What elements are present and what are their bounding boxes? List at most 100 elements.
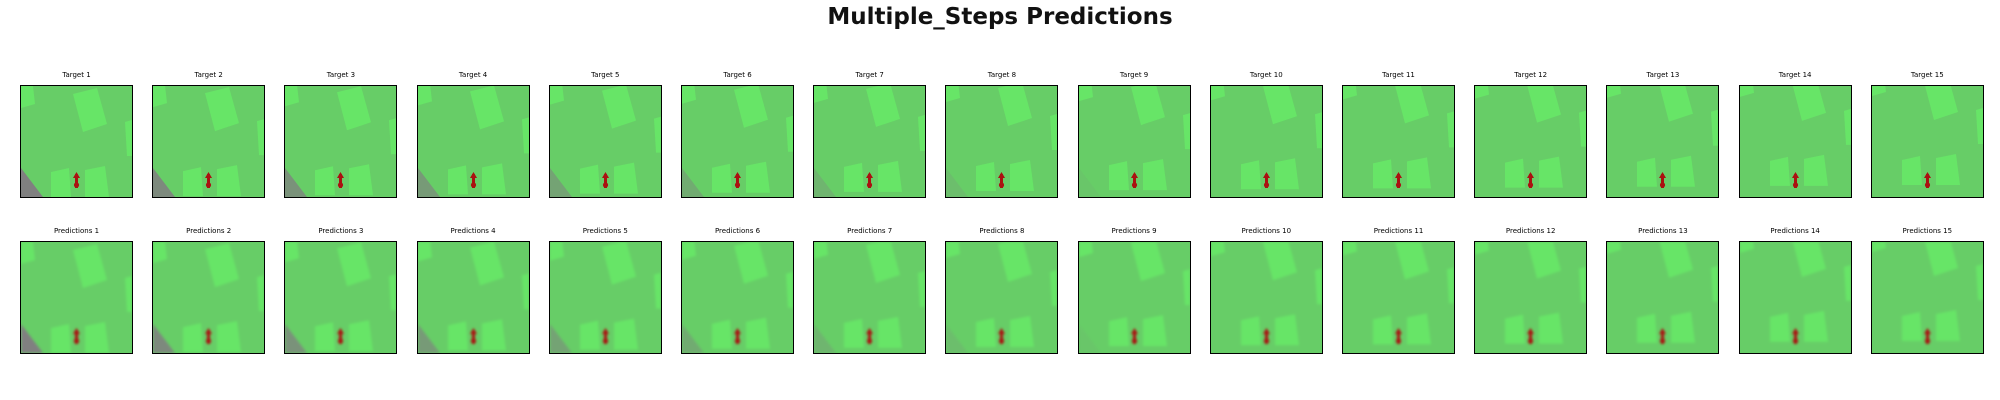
agent-base xyxy=(999,182,1005,188)
agent-body xyxy=(868,330,872,344)
agent-body xyxy=(603,174,607,188)
building xyxy=(257,275,265,312)
agent-body xyxy=(1529,174,1533,188)
building xyxy=(183,167,204,197)
building xyxy=(1314,112,1322,149)
agent-head xyxy=(734,172,741,178)
building xyxy=(481,319,506,351)
aerial-frame xyxy=(681,85,794,198)
panel-title: Target 8 xyxy=(987,71,1017,79)
building xyxy=(1924,242,1958,276)
agent-marker xyxy=(337,172,345,188)
aerial-frame xyxy=(284,241,398,354)
aerial-frame xyxy=(152,241,266,354)
frame-image xyxy=(21,242,132,353)
building xyxy=(1274,314,1299,346)
building xyxy=(1078,86,1093,102)
building xyxy=(1975,264,1983,300)
agent-head xyxy=(998,172,1006,178)
agent-marker xyxy=(734,172,741,188)
agent-head xyxy=(1791,172,1799,178)
agent-body xyxy=(1397,330,1400,344)
agent-head xyxy=(1923,328,1931,334)
building xyxy=(579,320,600,350)
agent-marker xyxy=(1659,172,1667,188)
agent-base xyxy=(602,338,608,344)
building xyxy=(976,318,997,347)
agent-body xyxy=(1264,330,1268,344)
frame-image xyxy=(1871,242,1983,353)
agent-head xyxy=(73,328,80,334)
agent-base xyxy=(1660,182,1666,188)
building xyxy=(1078,242,1093,258)
road xyxy=(682,324,704,353)
agent-base xyxy=(1395,338,1402,344)
agent-body xyxy=(75,174,78,188)
aerial-frame xyxy=(813,85,927,198)
agent-base xyxy=(1792,182,1798,188)
aerial-frame xyxy=(1606,85,1720,198)
building xyxy=(125,120,132,156)
building xyxy=(1901,156,1922,185)
frame-image xyxy=(1871,86,1983,197)
agent-marker xyxy=(73,328,80,344)
aerial-frame xyxy=(152,85,266,198)
building xyxy=(734,242,768,284)
building xyxy=(549,86,564,105)
panel-title: Predictions 8 xyxy=(979,227,1025,235)
building xyxy=(1607,242,1622,254)
building xyxy=(712,319,732,349)
frame-image xyxy=(153,242,265,353)
agent-body xyxy=(1793,174,1797,188)
building xyxy=(1395,86,1429,124)
agent-head xyxy=(866,172,874,178)
building xyxy=(183,323,204,353)
agent-base xyxy=(1263,338,1269,344)
road xyxy=(946,324,969,353)
aerial-frame xyxy=(416,241,530,354)
agent-head xyxy=(1659,328,1667,334)
agent-body xyxy=(1264,174,1268,188)
building xyxy=(521,273,529,310)
agent-base xyxy=(734,338,741,344)
aerial-frame xyxy=(681,241,794,354)
agent-body xyxy=(1925,330,1929,344)
panel-title: Target 10 xyxy=(1249,71,1283,79)
panel-title: Target 12 xyxy=(1514,71,1548,79)
aerial-frame xyxy=(1474,85,1588,198)
frame-image xyxy=(1607,86,1719,197)
agent-base xyxy=(1924,338,1930,344)
road xyxy=(549,168,572,197)
building xyxy=(1447,267,1454,304)
agent-head xyxy=(998,328,1006,334)
agent-marker xyxy=(1262,328,1270,344)
frame-image xyxy=(1343,86,1454,197)
building xyxy=(918,114,926,151)
agent-body xyxy=(603,330,607,344)
building xyxy=(417,242,432,262)
aerial-frame xyxy=(1738,241,1852,354)
building xyxy=(85,322,109,353)
building xyxy=(21,86,35,108)
building xyxy=(1843,264,1851,301)
building xyxy=(1130,86,1165,126)
building xyxy=(1739,86,1754,97)
building xyxy=(447,321,468,351)
agent-base xyxy=(1395,182,1402,188)
agent-base xyxy=(734,182,741,188)
building xyxy=(601,242,636,285)
building xyxy=(205,243,240,288)
building xyxy=(1539,312,1564,344)
building xyxy=(976,162,997,191)
building xyxy=(1901,312,1922,341)
aerial-frame xyxy=(945,241,1059,354)
agent-body xyxy=(1661,330,1665,344)
panel-title: Target 4 xyxy=(458,71,488,79)
agent-marker xyxy=(734,328,741,344)
building xyxy=(1711,109,1719,146)
agent-base xyxy=(1263,182,1269,188)
building xyxy=(1769,156,1790,186)
agent-marker xyxy=(1923,172,1931,188)
road xyxy=(682,168,704,197)
agent-marker xyxy=(998,172,1006,188)
